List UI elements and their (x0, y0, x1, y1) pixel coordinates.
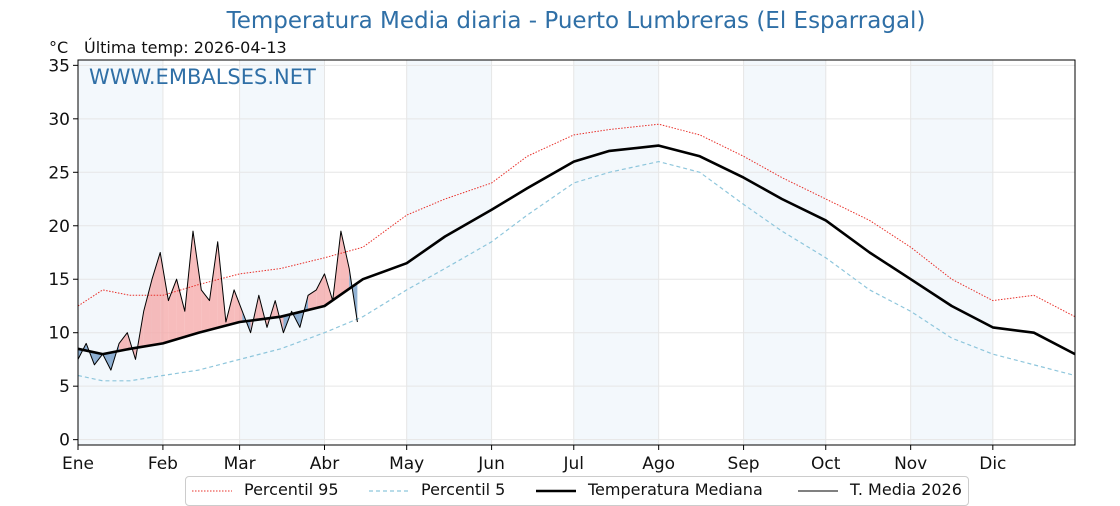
plot-frame (77, 59, 1076, 446)
x-tick-label: Mar (224, 454, 256, 474)
x-tick-label: Dic (979, 454, 1006, 474)
y-tick-label: 25 (48, 163, 70, 183)
above-median-fill (193, 231, 202, 335)
above-median-fill (168, 279, 177, 342)
y-tick-label: 35 (48, 56, 70, 76)
x-tick-label: Feb (148, 454, 178, 474)
x-tick-label: Abr (310, 454, 339, 474)
above-median-fill (201, 289, 210, 332)
above-median-fill (234, 289, 243, 324)
legend-label-media2026: T. Media 2026 (850, 480, 962, 499)
y-axis: 0 5 10 15 20 25 30 35 (48, 56, 78, 451)
above-median-fill (119, 332, 128, 351)
series-line-media2026 (77, 230, 358, 371)
x-tick-label: Sep (728, 454, 760, 474)
y-tick-label: 30 (48, 110, 70, 130)
y-tick-label: 15 (48, 270, 70, 290)
y-unit-label: °C (49, 38, 69, 57)
above-median-fill (184, 231, 194, 337)
x-tick-label: Jul (563, 454, 585, 474)
series-line-p95 (77, 123, 1076, 318)
x-tick-label: Ene (62, 454, 94, 474)
y-tick-label: 0 (59, 431, 70, 451)
above-median-fill (340, 231, 350, 295)
y-tick-label: 10 (48, 324, 70, 344)
legend-label-median: Temperatura Mediana (588, 480, 763, 499)
x-tick-label: Nov (894, 454, 927, 474)
series-line-p5 (77, 161, 1076, 382)
x-tick-label: Jun (477, 454, 505, 474)
chart-title: Temperatura Media diaria - Puerto Lumbre… (226, 8, 926, 34)
month-bands (78, 60, 993, 445)
month-band-nov (910, 60, 993, 445)
above-median-fill (308, 289, 317, 310)
legend: Percentil 95 Percentil 5 Temperatura Med… (185, 476, 969, 506)
x-tick-label: Ago (642, 454, 675, 474)
y-tick-label: 20 (48, 217, 70, 237)
last-temp-label: Última temp: 2026-04-13 (84, 38, 287, 57)
above-median-fill (160, 252, 169, 344)
month-band-sep (743, 60, 826, 445)
y-tick-label: 5 (59, 377, 70, 397)
above-median-fill (151, 252, 161, 346)
watermark: WWW.EMBALSES.NET (89, 65, 316, 89)
above-median-fill (176, 279, 185, 340)
legend-label-p95: Percentil 95 (244, 480, 339, 499)
x-axis: Ene Feb Mar Abr May Jun Jul Ago Sep Oct Nov Dic (62, 445, 1006, 474)
series-lines (77, 123, 1076, 382)
x-tick-label: Oct (811, 454, 841, 474)
above-median-fill (143, 279, 152, 347)
month-band-mar (239, 60, 325, 445)
above-median-fill (316, 273, 325, 308)
above-median-fill (266, 300, 276, 328)
series-line-median (77, 144, 1076, 356)
legend-label-p5: Percentil 5 (421, 480, 506, 499)
above-median-fill (209, 241, 218, 330)
month-band-ene (78, 60, 163, 445)
month-band-may (406, 60, 492, 445)
month-band-jul (573, 60, 659, 445)
x-tick-label: May (389, 454, 424, 474)
